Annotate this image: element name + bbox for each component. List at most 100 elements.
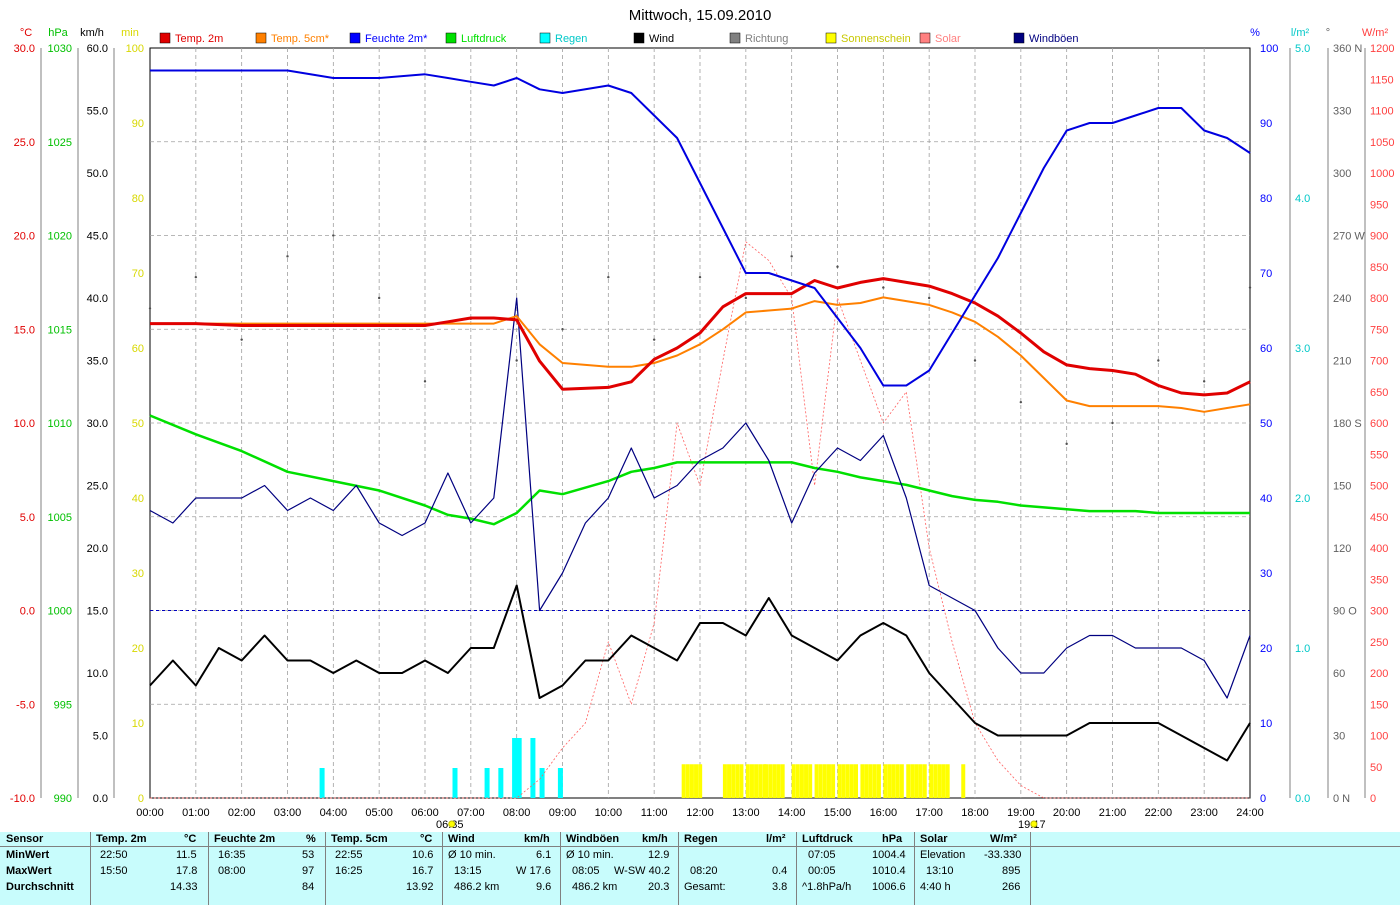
stats-feuchte-min-time: 16:35	[218, 849, 246, 861]
axis-tick-label: 400	[1370, 543, 1388, 555]
sunshine-bar	[727, 764, 732, 798]
axis-tick-label: 1020	[48, 231, 72, 243]
x-tick-label: 06:00	[411, 807, 439, 819]
sunshine-bar	[922, 764, 927, 798]
rain-bar	[498, 768, 504, 798]
x-tick-label: 20:00	[1053, 807, 1081, 819]
bar-series	[319, 738, 966, 798]
sunshine-bar	[837, 764, 842, 798]
stats-wind-min-value: 6.1	[536, 849, 552, 861]
sunshine-bar	[764, 764, 769, 798]
axis-tick-label: 10.0	[87, 668, 108, 680]
x-tick-label: 14:00	[778, 807, 806, 819]
legend-label: Temp. 5cm*	[271, 33, 330, 45]
sunset-marker	[1030, 820, 1038, 828]
x-tick-label: 13:00	[732, 807, 760, 819]
axis-tick-label: 210	[1333, 356, 1351, 368]
stats-boeen-max-value: W-SW 40.2	[614, 865, 671, 877]
direction-point	[927, 296, 931, 300]
direction-point	[744, 296, 748, 300]
sunshine-bar	[768, 764, 773, 798]
stats-regen-total-label: Gesamt:	[684, 881, 726, 893]
stats-temp5cm-unit: °C	[420, 833, 433, 845]
sunshine-bar	[780, 764, 785, 798]
axis-tick-label: 10.0	[14, 418, 35, 430]
axis-tick-label: 4.0	[1295, 193, 1310, 205]
axis-tick-label: 80	[1260, 193, 1272, 205]
axis-tick-label: 40	[1260, 493, 1272, 505]
sunrise-marker	[448, 820, 456, 828]
stats-luftdruck-max-value: 1010.4	[872, 865, 906, 877]
direction-point	[1248, 286, 1252, 289]
axis-tick-label: 1150	[1370, 74, 1394, 86]
sunshine-bar	[822, 764, 827, 798]
sunshine-bar	[689, 764, 694, 798]
axis-tick-label: 50	[1370, 762, 1382, 774]
axis-unit: l/m²	[1291, 27, 1310, 39]
direction-point	[240, 338, 243, 341]
sunshine-bar	[681, 764, 686, 798]
x-tick-label: 19:00	[1007, 807, 1035, 819]
x-tick-label: 09:00	[549, 807, 577, 819]
direction-point	[882, 286, 885, 289]
sunshine-bar	[895, 764, 900, 798]
sunshine-bar	[758, 764, 763, 798]
direction-point	[515, 359, 518, 362]
direction-point	[1157, 359, 1160, 362]
sunshine-bar	[937, 764, 942, 798]
sunshine-bar	[735, 764, 740, 798]
sunshine-bar	[849, 764, 854, 798]
legend-swatch	[919, 32, 931, 44]
axis-tick-label: 60	[1260, 343, 1272, 355]
sunshine-bar	[804, 764, 809, 798]
sunshine-bar	[694, 764, 699, 798]
stats-feuchte-avg: 84	[302, 881, 315, 893]
stats-feuchte-max-value: 97	[302, 865, 315, 877]
rain-bar	[516, 738, 522, 798]
stats-temp5cm-max-value: 16.7	[412, 865, 434, 877]
sunshine-bar	[854, 764, 858, 798]
sunshine-bar	[887, 764, 892, 798]
stats-wind-avg: 9.6	[536, 881, 552, 893]
axis-tick-label: 990	[54, 793, 72, 805]
direction-point	[286, 255, 289, 258]
stats-luftdruck-label: Luftdruck	[802, 833, 853, 845]
series-line-solar	[150, 241, 1250, 799]
axis-tick-label: 600	[1370, 418, 1388, 430]
stats-regen-max-value: 0.4	[772, 865, 788, 877]
sunshine-bar	[799, 764, 804, 798]
axis-tick-label: 1050	[1370, 137, 1394, 149]
axis-tick-label: 1000	[1370, 168, 1394, 180]
axes: °C 30.0 25.0 20.0 15.0 10.0 5.0 0.0 -5.0 -10.0 hPa…	[10, 27, 1395, 805]
axis-tick-label: 450	[1370, 512, 1388, 524]
axis-tick-label: 850	[1370, 262, 1388, 274]
sunshine-bar	[910, 764, 915, 798]
sunshine-bar	[891, 764, 896, 798]
sunshine-bar	[818, 764, 823, 798]
axis-tick-label: 900	[1370, 231, 1388, 243]
x-tick-label: 18:00	[961, 807, 989, 819]
stats-wind-min-time: Ø 10 min.	[448, 849, 496, 861]
x-tick-label: 16:00	[870, 807, 898, 819]
axis-tick-label: 55.0	[87, 106, 108, 118]
axis-tick-label: 20.0	[14, 231, 35, 243]
stats-solar-avg: 266	[1002, 881, 1021, 893]
axis-tick-label: 2.0	[1295, 493, 1310, 505]
legend-label: Temp. 2m	[175, 33, 223, 45]
axis-tick-label: 50.0	[87, 168, 108, 180]
series-line-temp-2m	[150, 277, 1251, 397]
sunshine-bar	[933, 764, 938, 798]
axis-tick-label: 200	[1370, 668, 1388, 680]
axis-tick-label: 330	[1333, 106, 1351, 118]
series-line-wind	[149, 584, 1251, 762]
series-line-windb-en	[149, 297, 1251, 699]
x-tick-label: 00:00	[136, 807, 164, 819]
stats-boeen-max-time: 08:05	[572, 865, 600, 877]
x-tick-label: 17:00	[915, 807, 943, 819]
legend-label: Sonnenschein	[841, 33, 911, 45]
sunshine-bar	[872, 764, 877, 798]
sunshine-bar	[722, 764, 727, 798]
stats-row-max: MaxWert	[6, 865, 52, 877]
axis-tick-label: -10.0	[10, 793, 35, 805]
axis-tick-label: -5.0	[16, 699, 35, 711]
